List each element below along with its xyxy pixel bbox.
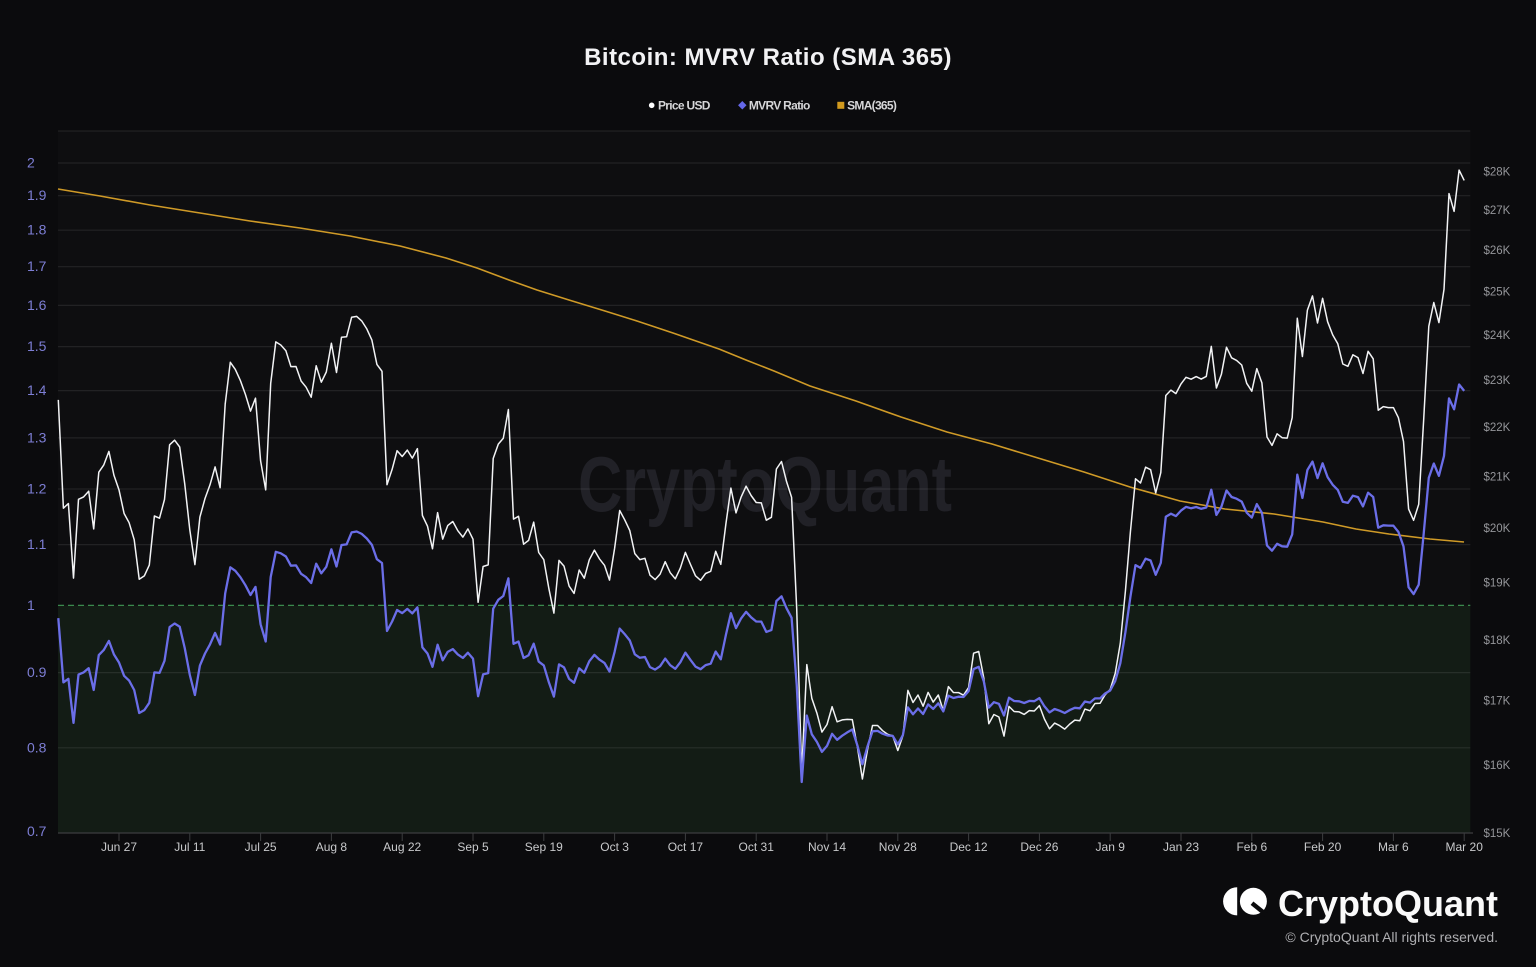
svg-text:$19K: $19K [1484, 578, 1511, 590]
svg-text:Jun 27: Jun 27 [101, 840, 137, 854]
svg-text:1: 1 [27, 597, 35, 613]
svg-text:1.2: 1.2 [27, 481, 47, 497]
svg-text:CryptoQuant: CryptoQuant [1278, 883, 1498, 924]
svg-text:1.7: 1.7 [27, 258, 47, 274]
svg-text:$27K: $27K [1484, 205, 1511, 217]
svg-text:2: 2 [27, 155, 35, 171]
svg-text:Mar 20: Mar 20 [1446, 840, 1484, 854]
svg-text:1.9: 1.9 [27, 187, 47, 203]
svg-text:Nov 28: Nov 28 [879, 840, 917, 854]
svg-text:$23K: $23K [1484, 375, 1511, 387]
svg-text:Oct 31: Oct 31 [739, 840, 775, 854]
svg-text:$15K: $15K [1484, 828, 1511, 840]
svg-text:Oct 3: Oct 3 [600, 840, 629, 854]
svg-text:© CryptoQuant All rights reser: © CryptoQuant All rights reserved. [1285, 929, 1498, 945]
svg-text:Price USD: Price USD [658, 99, 711, 113]
svg-text:Sep 19: Sep 19 [525, 840, 563, 854]
svg-text:Jul 25: Jul 25 [245, 840, 277, 854]
svg-text:$28K: $28K [1484, 167, 1511, 179]
svg-text:Mar 6: Mar 6 [1378, 840, 1409, 854]
svg-text:Bitcoin: MVRV Ratio (SMA 365): Bitcoin: MVRV Ratio (SMA 365) [584, 44, 952, 71]
svg-text:1.4: 1.4 [27, 382, 47, 398]
svg-text:0.7: 0.7 [27, 823, 47, 839]
svg-text:Jan 23: Jan 23 [1163, 840, 1199, 854]
svg-text:Feb 20: Feb 20 [1304, 840, 1342, 854]
svg-text:$21K: $21K [1484, 472, 1511, 484]
svg-text:$16K: $16K [1484, 760, 1511, 772]
svg-text:1.6: 1.6 [27, 297, 47, 313]
svg-text:1.8: 1.8 [27, 222, 47, 238]
svg-text:1.3: 1.3 [27, 429, 47, 445]
svg-text:Aug 8: Aug 8 [316, 840, 348, 854]
svg-text:Dec 26: Dec 26 [1020, 840, 1058, 854]
svg-text:Aug 22: Aug 22 [383, 840, 421, 854]
svg-text:Oct 17: Oct 17 [668, 840, 704, 854]
svg-text:Dec 12: Dec 12 [950, 840, 988, 854]
svg-text:1.1: 1.1 [27, 536, 47, 552]
svg-text:Jan 9: Jan 9 [1096, 840, 1126, 854]
svg-text:Jul 11: Jul 11 [174, 840, 205, 854]
svg-text:$17K: $17K [1484, 696, 1511, 708]
svg-text:$24K: $24K [1484, 330, 1511, 342]
svg-text:MVRV Ratio: MVRV Ratio [749, 99, 810, 113]
svg-text:0.9: 0.9 [27, 664, 47, 680]
svg-text:1.5: 1.5 [27, 338, 47, 354]
svg-text:Nov 14: Nov 14 [808, 840, 846, 854]
svg-text:Feb 6: Feb 6 [1236, 840, 1267, 854]
svg-text:$26K: $26K [1484, 245, 1511, 257]
svg-text:$22K: $22K [1484, 422, 1511, 434]
svg-text:0.8: 0.8 [27, 739, 47, 755]
svg-text:$25K: $25K [1484, 287, 1511, 299]
svg-text:Sep 5: Sep 5 [457, 840, 489, 854]
svg-text:SMA(365): SMA(365) [847, 99, 897, 113]
svg-text:$20K: $20K [1484, 523, 1511, 535]
svg-text:$18K: $18K [1484, 635, 1511, 647]
